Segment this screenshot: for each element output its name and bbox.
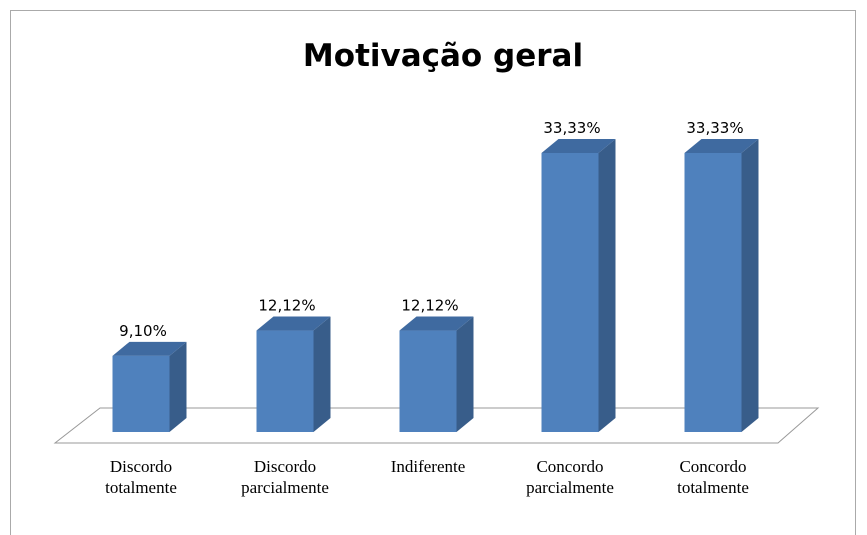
bar (399, 330, 457, 432)
bar (256, 330, 314, 432)
bar-top (541, 139, 616, 153)
chart-title: Motivação geral (303, 38, 583, 74)
bar-side (741, 139, 759, 432)
bar-top (256, 316, 331, 331)
bar-top (684, 139, 759, 153)
x-tick-label: Discordo parcialmente (241, 457, 329, 497)
value-label: 9,10% (119, 322, 167, 340)
value-label: 12,12% (401, 297, 458, 315)
value-label: 33,33% (543, 119, 600, 137)
bar (684, 153, 742, 432)
bar (541, 153, 599, 432)
value-label: 33,33% (686, 119, 743, 137)
value-label: 12,12% (258, 297, 315, 315)
x-tick-label: Indiferente (390, 457, 466, 476)
chart-border (10, 10, 856, 535)
bar-top (399, 316, 474, 331)
bar-side (169, 341, 187, 432)
x-tick-label: Concordo parcialmente (526, 457, 614, 497)
bar (112, 355, 170, 432)
bar-side (313, 316, 331, 432)
x-tick-label: Discordo totalmente (105, 457, 177, 497)
x-tick-label: Concordo totalmente (677, 457, 749, 497)
bar-side (598, 139, 616, 432)
bar-side (456, 316, 474, 432)
bar-top (112, 341, 187, 356)
